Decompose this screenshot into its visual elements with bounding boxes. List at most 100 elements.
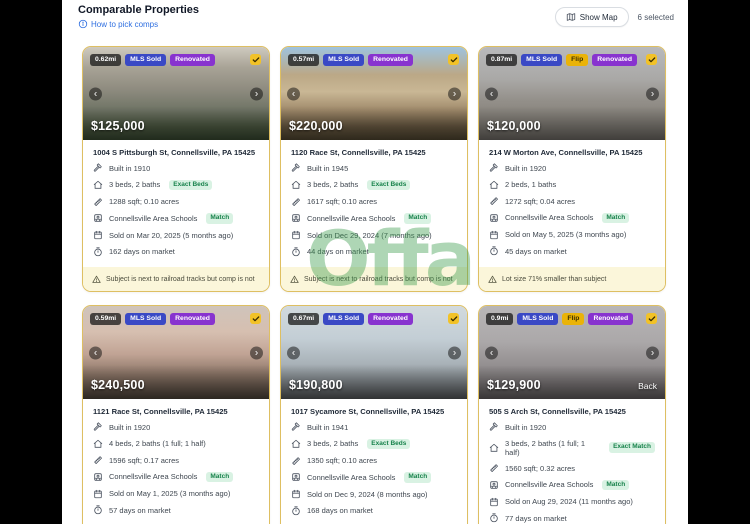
sqft-row: 1272 sqft; 0.04 acres	[489, 196, 655, 206]
property-card[interactable]: 0.57mi MLS Sold Renovated ‹ › $220,000 11…	[280, 46, 468, 292]
photo-tags: 0.62mi MLS Sold Renovated	[90, 54, 245, 66]
photo-next-button[interactable]: ›	[646, 87, 659, 100]
property-address: 1017 Sycamore St, Connellsville, PA 1542…	[291, 407, 445, 416]
check-icon	[648, 315, 655, 321]
stopwatch-icon	[93, 505, 103, 515]
help-link[interactable]: How to pick comps	[78, 19, 158, 29]
property-address: 1121 Race St, Connellsville, PA 15425	[93, 407, 228, 416]
school-district: Connellsville Area Schools	[307, 213, 396, 223]
built-year: Built in 1920	[109, 422, 151, 432]
photo-prev-button[interactable]: ‹	[287, 346, 300, 359]
area-ruler-icon	[291, 456, 301, 466]
calendar-icon	[291, 230, 301, 240]
built-row: Built in 1920	[489, 163, 655, 173]
selected-checkbox[interactable]	[250, 313, 261, 324]
photo-prev-button[interactable]: ‹	[485, 87, 498, 100]
sqft-acres: 1617 sqft; 0.10 acres	[307, 197, 378, 206]
days-on-market: 44 days on market	[307, 247, 369, 256]
school-district: Connellsville Area Schools	[505, 480, 594, 490]
photo-prev-button[interactable]: ‹	[287, 87, 300, 100]
selected-checkbox[interactable]	[646, 54, 657, 65]
property-card[interactable]: 0.59mi MLS Sold Renovated ‹ › $240,500 11…	[82, 305, 270, 524]
property-card[interactable]: 0.87mi MLS Sold Flip Renovated ‹ › $120,00…	[478, 46, 666, 292]
days-on-market: 162 days on market	[109, 247, 175, 256]
selected-checkbox[interactable]	[448, 313, 459, 324]
info-icon	[78, 19, 88, 29]
photo-prev-button[interactable]: ‹	[89, 87, 102, 100]
show-map-button[interactable]: Show Map	[554, 7, 629, 27]
photo-caption: Back	[638, 381, 657, 391]
header-left: Comparable Properties How to pick comps	[78, 4, 199, 34]
schools-row: Connellsville Area Schools Match	[93, 471, 259, 482]
sqft-acres: 1596 sqft; 0.17 acres	[109, 455, 180, 465]
property-card[interactable]: 0.9mi MLS Sold Flip Renovated ‹ › $129,900…	[478, 305, 666, 524]
photo-tag: Renovated	[588, 313, 634, 325]
beds-row: 2 beds, 1 baths	[489, 180, 655, 190]
dom-row: 45 days on market	[489, 246, 655, 256]
photo-tag: MLS Sold	[125, 54, 167, 66]
photo-next-button[interactable]: ›	[646, 346, 659, 359]
photo-next-button[interactable]: ›	[448, 87, 461, 100]
property-card[interactable]: 0.67mi MLS Sold Renovated ‹ › $190,800 10…	[280, 305, 468, 524]
photo-next-button[interactable]: ›	[250, 346, 263, 359]
price-label: $240,500	[91, 378, 145, 392]
photo-next-button[interactable]: ›	[448, 346, 461, 359]
photo-prev-button[interactable]: ‹	[485, 346, 498, 359]
check-icon	[252, 56, 259, 62]
built-year: Built in 1910	[109, 163, 151, 173]
home-icon	[93, 180, 103, 190]
warning-icon	[488, 275, 497, 284]
sold-date: Sold on Dec 29, 2024 (7 months ago)	[307, 230, 432, 240]
built-row: Built in 1920	[93, 422, 259, 432]
property-details: 214 W Morton Ave, Connellsville, PA 1542…	[479, 140, 665, 267]
calendar-icon	[489, 497, 499, 507]
sqft-acres: 1288 sqft; 0.10 acres	[109, 197, 180, 206]
schools-match-badge: Match	[206, 213, 234, 224]
calendar-icon	[93, 230, 103, 240]
photo-next-button[interactable]: ›	[250, 87, 263, 100]
hammer-icon	[489, 422, 499, 432]
warning-text: Lot size 71% smaller than subject	[502, 275, 607, 283]
property-photo: 0.62mi MLS Sold Renovated ‹ › $125,000	[83, 47, 269, 140]
photo-tag: Flip	[566, 54, 589, 66]
sold-row: Sold on May 5, 2025 (3 months ago)	[489, 230, 655, 240]
dom-row: 44 days on market	[291, 246, 457, 257]
built-year: Built in 1941	[307, 422, 349, 432]
school-district: Connellsville Area Schools	[109, 213, 198, 223]
hammer-icon	[291, 422, 301, 432]
photo-tags: 0.9mi MLS Sold Flip Renovated	[486, 313, 641, 325]
beds-baths: 2 beds, 1 baths	[505, 180, 557, 189]
built-row: Built in 1945	[291, 163, 457, 173]
hammer-icon	[93, 163, 103, 173]
photo-prev-button[interactable]: ‹	[89, 346, 102, 359]
beds-baths: 3 beds, 2 baths	[307, 439, 359, 449]
property-details: 1120 Race St, Connellsville, PA 15425 Bu…	[281, 140, 467, 267]
distance-badge: 0.57mi	[288, 54, 320, 66]
beds-baths: 3 beds, 2 baths	[109, 180, 161, 190]
schools-row: Connellsville Area Schools Match	[93, 213, 259, 224]
beds-row: 3 beds, 2 baths (1 full; 1 half) Exact M…	[489, 439, 655, 457]
hammer-icon	[489, 163, 499, 173]
property-card[interactable]: 0.62mi MLS Sold Renovated ‹ › $125,000 10…	[82, 46, 270, 292]
selected-checkbox[interactable]	[646, 313, 657, 324]
days-on-market: 45 days on market	[505, 246, 567, 256]
photo-tag: MLS Sold	[521, 54, 563, 66]
header-right: Show Map 6 selected	[554, 7, 674, 27]
distance-badge: 0.59mi	[90, 313, 122, 325]
comp-warning-note: Subject is next to railroad tracks but c…	[281, 267, 467, 291]
dom-row: 162 days on market	[93, 246, 259, 257]
days-on-market: 77 days on market	[505, 513, 567, 523]
built-row: Built in 1920	[489, 422, 655, 432]
beds-badge: Exact Beds	[169, 179, 213, 190]
schools-row: Connellsville Area Schools Match	[291, 472, 457, 483]
selected-checkbox[interactable]	[448, 54, 459, 65]
photo-tag: Renovated	[170, 313, 215, 325]
show-map-label: Show Map	[579, 12, 618, 22]
selected-checkbox[interactable]	[250, 54, 261, 65]
schools-match-badge: Match	[206, 471, 234, 482]
photo-tags: 0.57mi MLS Sold Renovated	[288, 54, 443, 66]
sold-row: Sold on Mar 20, 2025 (5 months ago)	[93, 230, 259, 240]
beds-badge: Exact Beds	[367, 179, 411, 190]
property-details: 1004 S Pittsburgh St, Connellsville, PA …	[83, 140, 269, 267]
comp-warning-note: Lot size 71% smaller than subject	[479, 267, 665, 291]
